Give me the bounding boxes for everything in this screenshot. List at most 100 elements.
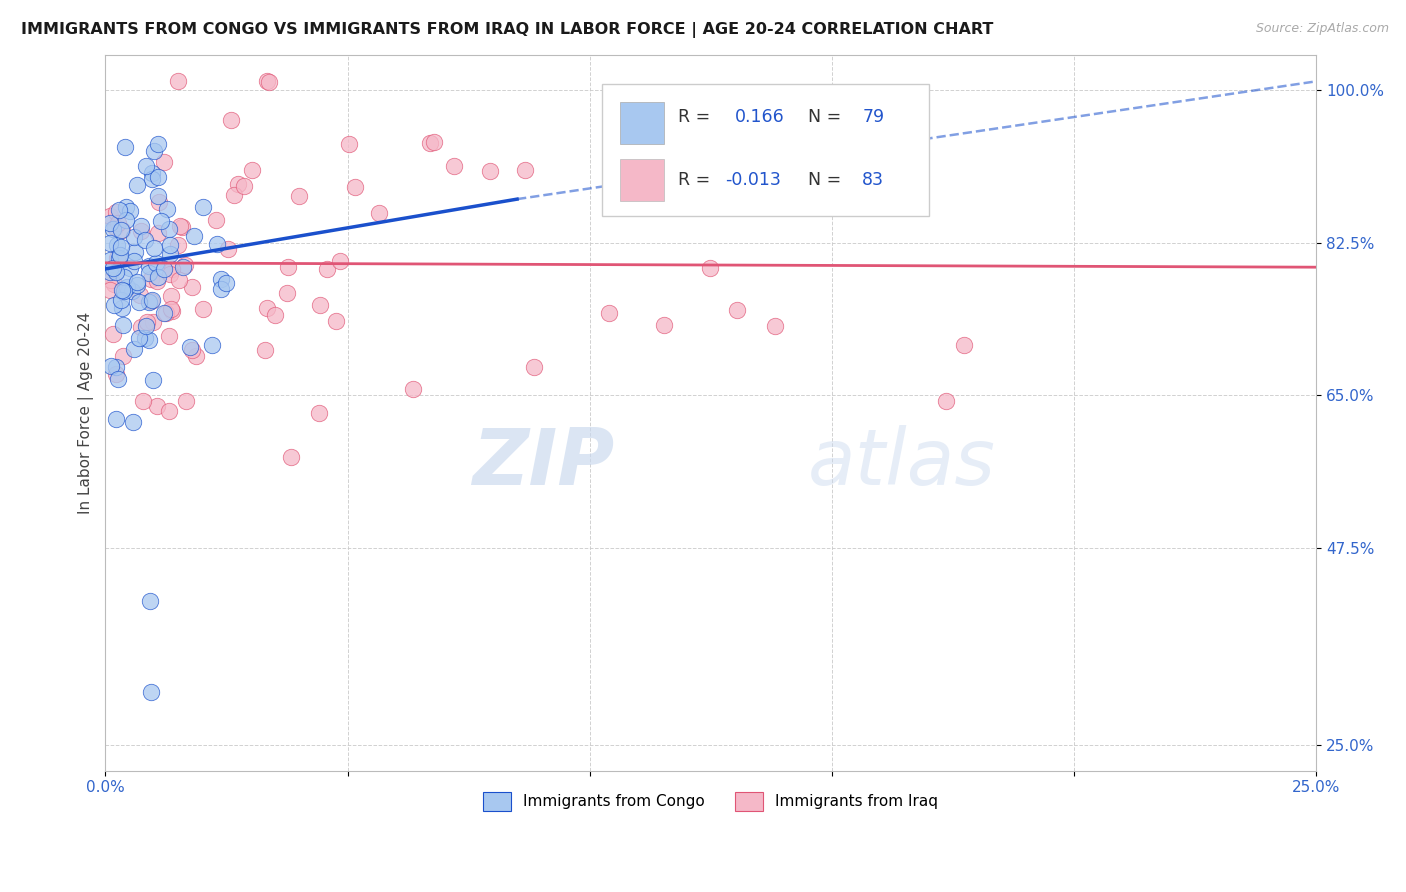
Point [763,318,786,333]
Point [142,241,165,255]
Point [117,280,139,294]
Point [277,260,299,274]
Point [160,302,183,317]
Point [146,188,169,202]
Point [226,177,249,191]
Point [138,259,160,273]
Point [98,264,121,278]
Point [598,306,620,320]
Point [110,223,132,237]
Point [105,265,128,279]
Point [308,406,330,420]
Point [103,277,125,291]
Point [443,159,465,173]
Point [308,298,330,312]
Point [107,216,129,230]
Text: N =: N = [807,171,841,189]
Point [122,253,145,268]
Point [160,304,183,318]
Point [138,295,160,310]
Text: R =: R = [678,171,710,189]
Point [128,331,150,345]
Point [153,305,176,319]
Point [146,400,169,414]
Point [142,373,165,387]
Point [104,204,127,219]
Point [169,219,191,234]
Point [167,272,190,286]
Point [129,288,152,302]
Point [699,261,721,276]
Point [108,248,131,262]
Text: -0.013: -0.013 [725,171,782,189]
Point [127,277,149,292]
Point [325,314,347,328]
Point [134,233,156,247]
Point [513,163,536,178]
Point [219,112,242,127]
Point [110,240,132,254]
Point [128,295,150,310]
Text: ZIP: ZIP [471,425,614,501]
Text: 83: 83 [862,171,884,189]
Point [112,318,135,332]
Point [166,74,188,88]
Point [183,229,205,244]
Point [132,393,155,408]
Point [135,315,157,329]
Point [337,137,360,152]
Point [153,154,176,169]
Point [101,261,124,276]
Point [101,326,124,341]
Point [105,412,128,426]
Point [205,236,228,251]
Point [131,224,153,238]
Point [105,238,128,252]
Point [217,242,239,256]
Point [139,271,162,285]
Point [224,187,246,202]
Point [478,164,501,178]
Point [115,212,138,227]
Point [152,261,174,276]
Point [129,319,152,334]
Point [139,593,162,607]
Point [107,372,129,386]
Point [952,338,974,352]
Point [141,293,163,307]
Point [180,280,202,294]
Point [191,302,214,317]
Point [166,237,188,252]
Point [114,139,136,153]
FancyBboxPatch shape [620,102,664,144]
Point [127,178,149,192]
Point [108,203,131,218]
Point [662,179,685,194]
Text: N =: N = [807,109,841,127]
Point [129,219,152,233]
Text: 0.166: 0.166 [735,109,785,127]
Point [105,252,128,266]
Point [98,216,121,230]
Point [287,188,309,202]
Point [100,359,122,373]
Point [145,256,167,270]
Point [157,329,180,343]
Point [157,222,180,236]
Point [112,349,135,363]
Point [111,283,134,297]
Point [146,274,169,288]
Point [156,202,179,216]
Point [122,342,145,356]
Point [253,343,276,357]
Point [98,236,121,251]
Point [523,360,546,375]
Point [103,298,125,312]
Point [146,136,169,151]
Point [155,306,177,320]
Point [124,244,146,259]
Point [104,359,127,374]
Point [112,285,135,299]
Point [191,200,214,214]
Point [172,260,194,275]
